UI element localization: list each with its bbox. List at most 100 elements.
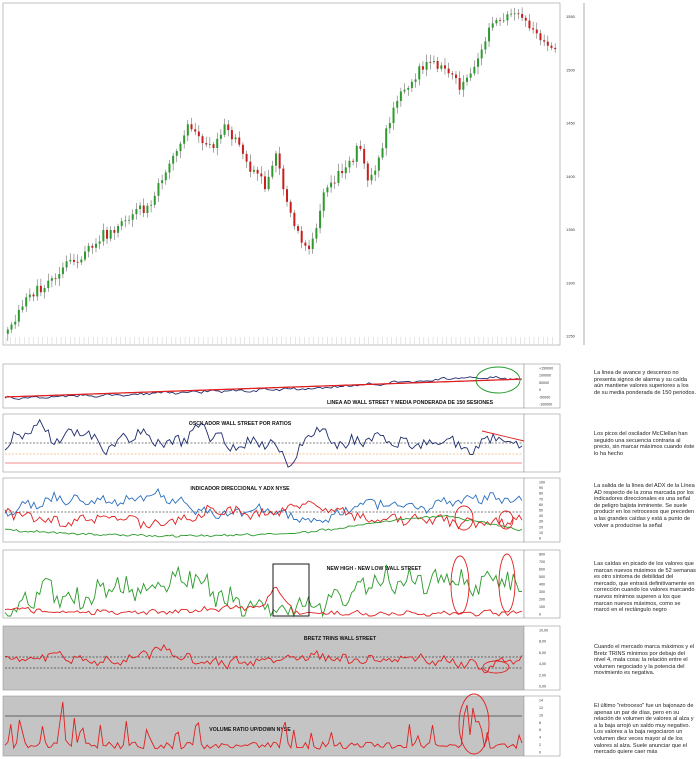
panel-3-tick-9: 10 (539, 531, 543, 535)
panel-6-title: VOLUME RATIO UP/DOWN NYSE (209, 727, 291, 733)
candle-body (322, 192, 325, 211)
candle-body (271, 165, 274, 177)
ad-moving-average (4, 378, 523, 398)
adx-red-circle-2 (498, 510, 514, 530)
candle-body (344, 167, 347, 174)
nhnl-red-oval-2 (498, 553, 516, 613)
price-tick-label-5: 1500 (566, 67, 576, 72)
candle-body (21, 306, 24, 310)
candle-body (521, 14, 524, 18)
candle-body (524, 17, 527, 21)
panel-6-tick-6: 2 (539, 743, 541, 747)
adx-red-circle-1 (454, 505, 474, 531)
panel-3-tick-7: 30 (539, 520, 543, 524)
price-panel-frame (2, 2, 561, 346)
candle-body (381, 148, 384, 158)
panel-frame-5 (2, 625, 525, 691)
panel-frame-4 (2, 549, 525, 619)
candle-body (230, 130, 233, 140)
candle-body (241, 144, 244, 154)
panel-1-tick-5: -100000 (539, 403, 552, 407)
panel-5-tick-2: 6,00 (539, 651, 546, 655)
candle-body (216, 138, 219, 148)
panel-1-tick-0: +150000 (539, 367, 553, 371)
candle-body (109, 230, 112, 239)
ad-green-circle (475, 366, 521, 394)
candle-body (36, 285, 39, 297)
panel-axis-box-6 (523, 695, 561, 757)
candle-body (186, 124, 189, 136)
panel-5-tick-0: 10,00 (539, 629, 548, 633)
panel-axis-box-1 (523, 363, 561, 409)
panel-1-tick-4: -50000 (539, 395, 550, 399)
candle-body (238, 137, 241, 145)
panel-4-title: NEW HIGH - NEW LOW WALL STREET (327, 566, 423, 572)
candle-body (39, 285, 42, 293)
note-trins: Cuando el mercado marca máximos y el Bre… (594, 644, 695, 677)
candle-body (146, 205, 149, 214)
candle-body (410, 81, 413, 88)
candle-body (477, 58, 480, 67)
candle-body (532, 28, 535, 30)
candle-body (326, 187, 329, 193)
candle-body (550, 45, 553, 48)
candle-body (267, 176, 270, 190)
candle-body (491, 23, 494, 28)
candle-body (87, 245, 90, 252)
candle-body (440, 65, 443, 69)
panel-4-tick-7: 100 (539, 605, 545, 609)
candle-body (359, 145, 362, 149)
candle-body (252, 169, 255, 172)
candle-body (120, 221, 123, 227)
candle-body (227, 124, 230, 131)
candle-body (289, 201, 292, 213)
candle-body (311, 238, 314, 250)
candle-body (366, 163, 369, 181)
panel-5-tick-4: 2,00 (539, 673, 546, 677)
candle-body (65, 261, 68, 268)
panel-frame-1 (2, 363, 525, 409)
candle-body (462, 81, 465, 90)
panel-3-tick-4: 60 (539, 503, 543, 507)
candle-body (179, 143, 182, 152)
price-tick-label-6: 1550 (566, 14, 576, 19)
candle-body (495, 19, 498, 24)
candle-body (256, 169, 259, 174)
candle-body (337, 170, 340, 183)
candle-body (58, 274, 61, 279)
candle-body (263, 176, 266, 190)
panel-4-tick-0: 800 (539, 553, 545, 557)
candle-body (429, 61, 432, 63)
panel-3-tick-10: 0 (539, 537, 541, 541)
candle-body (484, 41, 487, 50)
panel-axis-box-2 (523, 413, 561, 473)
note-oscillator: Los picos del oscilador McClellan han se… (594, 431, 695, 457)
candle-body (219, 134, 222, 139)
price-tick-label-0: 1250 (566, 334, 576, 339)
candle-body (83, 251, 86, 260)
candle-body (245, 153, 248, 162)
panel-5-tick-1: 8,00 (539, 640, 546, 644)
candle-body (72, 259, 75, 262)
candle-body (260, 173, 263, 177)
candle-body (190, 124, 193, 130)
candle-body (388, 123, 391, 129)
candle-body (425, 61, 428, 70)
candle-body (117, 226, 120, 233)
candle-body (447, 68, 450, 74)
candle-body (43, 288, 46, 293)
panel-axis-box-3 (523, 477, 561, 543)
nhnl-red-oval-1 (450, 555, 470, 615)
candle-body (172, 155, 175, 164)
candle-body (161, 180, 164, 184)
candle-body (370, 174, 373, 181)
candle-body (197, 131, 200, 137)
candle-body (278, 153, 281, 169)
candle-body (183, 135, 186, 144)
candle-body (403, 89, 406, 92)
candle-body (223, 124, 226, 135)
candle-body (473, 66, 476, 74)
panel-4-tick-4: 400 (539, 583, 545, 587)
candle-body (76, 261, 79, 263)
